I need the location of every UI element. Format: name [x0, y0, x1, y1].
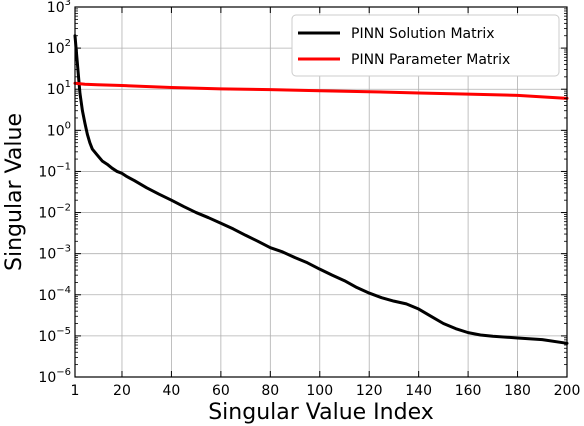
y-tick-label: 10−3 — [38, 244, 71, 263]
x-tick-label: 80 — [261, 383, 279, 399]
y-tick-label: 101 — [47, 79, 71, 98]
x-tick-label: 20 — [113, 383, 131, 399]
y-tick-label: 10−6 — [38, 367, 71, 386]
y-tick-label: 102 — [47, 38, 71, 57]
x-axis-title: Singular Value Index — [208, 400, 434, 425]
series-layer — [73, 34, 569, 345]
x-tick-label: 120 — [356, 383, 383, 399]
legend: PINN Solution Matrix PINN Parameter Matr… — [291, 14, 560, 77]
series-line-parameter-matrix — [73, 81, 569, 100]
y-tick-label: 100 — [47, 120, 71, 139]
x-tick-label: 40 — [163, 383, 181, 399]
legend-label-solution: PINN Solution Matrix — [351, 26, 495, 42]
x-tick-label: 160 — [455, 383, 482, 399]
x-tick-label: 60 — [212, 383, 230, 399]
plot-frame — [74, 6, 568, 378]
y-tick-label: 10−2 — [38, 203, 71, 222]
ticks: 1 20 40 60 80 100 120 140 160 180 20010−610−510−41… — [38, 0, 580, 399]
x-tick-label: 180 — [504, 383, 531, 399]
y-tick-label: 10−1 — [38, 161, 71, 180]
x-tick-label: 1 — [71, 383, 80, 399]
x-tick-label: 100 — [306, 383, 333, 399]
y-tick-label: 10−5 — [38, 326, 71, 345]
y-axis-title: Singular Value — [2, 113, 27, 271]
legend-label-parameter: PINN Parameter Matrix — [351, 52, 510, 68]
y-tick-label: 10−4 — [38, 285, 71, 304]
series-line-solution-matrix — [73, 34, 569, 345]
y-tick-label: 103 — [47, 0, 71, 16]
legend-box — [291, 14, 560, 77]
x-tick-label: 140 — [405, 383, 432, 399]
x-tick-label: 200 — [554, 383, 581, 399]
